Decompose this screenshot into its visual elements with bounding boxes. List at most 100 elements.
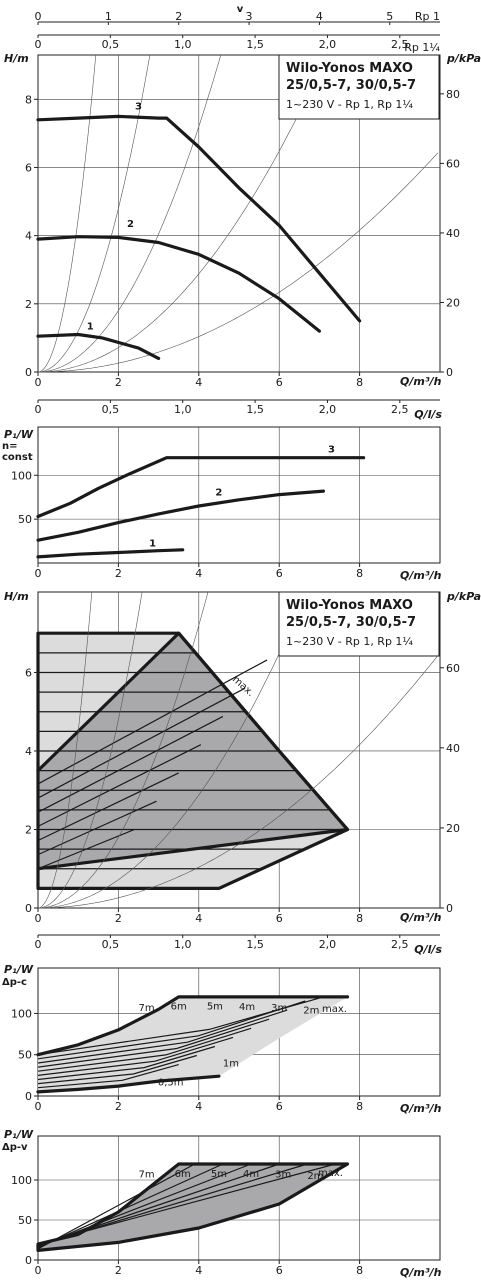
x-tick-label: 0 [35, 1264, 42, 1277]
curve-label: 3m [271, 1003, 287, 1014]
power-curve [37, 1054, 197, 1085]
y2-tick-label: 40 [446, 227, 460, 240]
top-ls-tick-label: 0 [35, 938, 42, 951]
plot-frame [37, 426, 441, 564]
curve-label: 5m [211, 1169, 227, 1180]
top-axis-ls-ticks: 0 0,5 1,0 1,5 2,0 2,5 [35, 935, 409, 951]
plot-frame [37, 967, 441, 1097]
top-v-tick-label: 3 [246, 10, 253, 23]
y-tick-label: 100 [11, 1007, 32, 1020]
top-axis-ls-unit: Rp 1¼ [404, 41, 440, 54]
series-line-2 [36, 489, 325, 542]
series-label-1: 1 [149, 538, 156, 549]
curve-label: 0,5m [158, 1077, 184, 1088]
curve-label: 2m [307, 1171, 323, 1182]
curve-label: 6m [171, 1001, 187, 1012]
axis-ticks: 0 2 4 6 8 0 50 100 [11, 1174, 363, 1277]
top-ls-tick-label: 2,5 [391, 38, 409, 51]
dp-v-line [37, 715, 224, 813]
system-curve [38, 591, 308, 909]
y-tick-label: 50 [18, 1049, 32, 1062]
power-area: 7m 6m 5m 4m 3m 2m 1m 0,5m [36, 995, 350, 1094]
system-curve [38, 655, 439, 909]
y-axis-label: H/m [4, 590, 29, 603]
axis-ticks: 0 2 4 6 8 0 50 100 [11, 1007, 363, 1113]
x-tick-label: 4 [195, 376, 202, 389]
curve-label: 7m [138, 1170, 154, 1181]
curve-label: 6m [175, 1169, 191, 1180]
min-power-line [36, 1074, 221, 1094]
series-line-1 [36, 332, 161, 360]
chart-5: P₁/W Δp-v Q/m³/h 7m 6m 5m 4m 3m 2m 0 2 4 6 8 0 50 10… [2, 1128, 442, 1279]
power-curve [37, 1064, 179, 1089]
x-tick-label: 0 [35, 376, 42, 389]
x-tick-label: 2 [115, 912, 122, 925]
chart-title: Wilo-Yonos MAXO [286, 61, 413, 76]
power-curve [37, 1045, 216, 1081]
top-ls-tick-label: 0,5 [102, 938, 120, 951]
y2-axis-label: p/kPa [446, 52, 481, 65]
chart-subtitle: 25/0,5-7, 30/0,5-7 [286, 78, 416, 93]
dp-v-line [37, 772, 179, 842]
top-ls-tick-label: 0,5 [102, 38, 120, 51]
curve-label: 7m [138, 1003, 154, 1014]
top-axis-ls-ticks: 0 0,5 1,0 1,5 2,0 2,5 [35, 400, 409, 416]
y-tick-label: 0 [25, 902, 32, 915]
max-annotation: max. [230, 674, 256, 699]
top-axis-v-unit: Rp 1 [415, 10, 440, 23]
y-axis-label-3: const [2, 452, 33, 463]
chart-2: 0 0,5 1,0 1,5 2,0 2,5 Q/l/s P₁/W n= const Q/m… [2, 399, 442, 582]
power-curve [37, 1027, 252, 1072]
control-range [36, 631, 350, 891]
curve-label: 3m [275, 1170, 291, 1181]
x-tick-label: 6 [276, 1100, 283, 1113]
power-area: 7m 6m 5m 4m 3m 2m [36, 1162, 350, 1253]
x-tick-label: 6 [276, 1264, 283, 1277]
chart-subtitle: 25/0,5-7, 30/0,5-7 [286, 615, 416, 630]
series-line-3 [36, 114, 362, 323]
top-ls-tick-label: 1,5 [246, 938, 264, 951]
y-tick-label: 100 [11, 1174, 32, 1187]
y-axis-label-2: n= [2, 441, 18, 452]
x-tick-label: 2 [115, 567, 122, 580]
dp-v-line [37, 800, 157, 856]
power-curve [37, 1163, 252, 1248]
y2-tick-label: 40 [446, 742, 460, 755]
power-band [38, 1164, 348, 1251]
top-ls-tick-label: 1,5 [246, 403, 264, 416]
system-curve [37, 591, 143, 909]
x-tick-label: 4 [195, 1264, 202, 1277]
series-label-1: 1 [87, 321, 94, 332]
y-tick-label: 2 [25, 298, 32, 311]
axis-ticks: 0 2 4 6 8 50 100 [11, 469, 363, 580]
y-axis-label: H/m [4, 52, 29, 65]
top-v-tick-label: 4 [316, 10, 323, 23]
x-tick-label: 8 [356, 567, 363, 580]
max-power-line [36, 995, 350, 1057]
y2-tick-label: 20 [446, 822, 460, 835]
series-lines: 1 2 3 [36, 102, 362, 360]
power-curve [37, 1036, 234, 1076]
top-v-tick-label: 5 [386, 10, 393, 23]
x-tick-label: 8 [356, 376, 363, 389]
y-tick-label: 50 [18, 1214, 32, 1227]
top-ls-tick-label: 1,0 [174, 38, 192, 51]
system-curve [37, 54, 97, 373]
y2-axis-label: p/kPa [446, 590, 481, 603]
x-tick-label: 0 [35, 1100, 42, 1113]
y-axis-label-2: Δp-c [2, 977, 27, 988]
top-v-tick-label: 0 [35, 10, 42, 23]
top-axis-ls-unit: Q/l/s [414, 408, 442, 421]
system-curves [37, 54, 439, 373]
x-tick-label: 4 [195, 567, 202, 580]
series-label-3: 3 [328, 444, 335, 455]
dp-v-line [37, 659, 268, 785]
x-axis-label: Q/m³/h [400, 1266, 442, 1279]
top-ls-tick-label: 1,0 [174, 938, 192, 951]
chart-1: v 0 1 2 3 4 5 Rp 1 0 0,5 1,0 1,5 2,0 2,5 Rp 1¼ H/m… [4, 4, 481, 389]
top-ls-tick-label: 2,0 [319, 403, 337, 416]
x-tick-label: 0 [35, 567, 42, 580]
